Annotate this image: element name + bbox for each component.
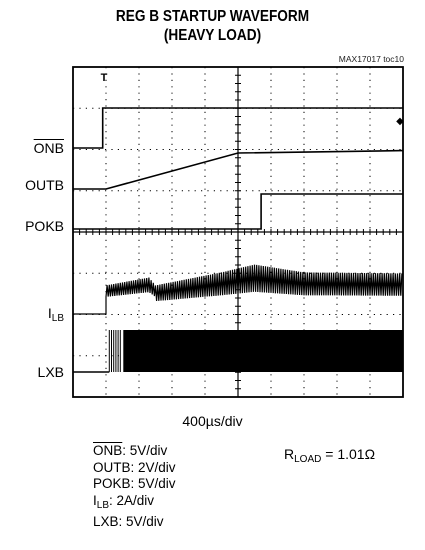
trace-outb — [73, 149, 404, 190]
scale-ilb: ILB: 2A/div — [93, 493, 176, 515]
grid — [72, 66, 404, 398]
rload-label: RLOAD = 1.01Ω — [284, 446, 375, 465]
rload-sub: LOAD — [294, 454, 322, 465]
label-ilb-main: I — [47, 305, 52, 321]
label-onb-text: ONB — [33, 140, 64, 156]
rload-main: R — [284, 446, 295, 462]
oscilloscope-plot: T ◆ — [72, 66, 405, 398]
label-ilb: ILB — [4, 305, 64, 324]
label-outb: OUTB — [25, 177, 64, 193]
scale-onb-value: : 5V/div — [122, 443, 168, 458]
trace-lxb-switching-band — [123, 330, 404, 372]
scale-ilb-sub: LB — [96, 499, 109, 511]
timebase-label: 400µs/div — [182, 413, 243, 429]
chart-title-line1: REG B STARTUP WAVEFORM — [115, 8, 310, 25]
markers: T ◆ — [101, 72, 405, 127]
trace-onb — [73, 107, 403, 149]
trigger-marker: T — [101, 72, 108, 84]
traces — [73, 107, 404, 373]
trace-ilb — [73, 264, 403, 315]
rload-value: = 1.01Ω — [321, 446, 376, 462]
scale-ilb-main: I — [93, 492, 97, 508]
figure-tag: MAX17017 toc10 — [338, 54, 404, 64]
label-lxb: LXB — [37, 364, 64, 380]
scale-pokb: POKB: 5V/div — [93, 476, 176, 491]
scale-ilb-value: : 2A/div — [109, 492, 155, 508]
label-pokb: POKB — [25, 218, 64, 234]
level-marker: ◆ — [396, 116, 404, 127]
scale-outb: OUTB: 2V/div — [93, 459, 176, 475]
scale-onb: ONB: 5V/div — [93, 443, 176, 460]
scale-onb-name: ONB — [93, 443, 123, 458]
chart-title-line2: (HEAVY LOAD) — [163, 27, 262, 44]
trace-pokb — [73, 193, 403, 230]
scale-legend: ONB: 5V/div OUTB: 2V/div POKB: 5V/div IL… — [93, 443, 176, 531]
label-ilb-sub: LB — [51, 313, 64, 324]
label-onb: ONB — [4, 140, 64, 156]
scale-lxb: LXB: 5V/div — [93, 514, 164, 529]
